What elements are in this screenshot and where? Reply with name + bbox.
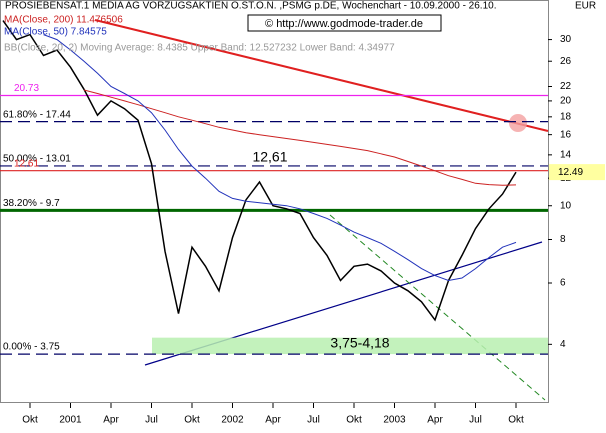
last-price-box: [549, 164, 605, 181]
y-tick-label: 18: [560, 111, 572, 122]
x-tick-label: 2002: [221, 415, 244, 426]
y-tick-label: 20: [560, 96, 572, 107]
callout: 12,61: [252, 148, 287, 164]
level-label: 50.00% - 13.01: [3, 154, 71, 165]
downtrend-line: [94, 19, 549, 132]
copyright-box: [247, 14, 442, 32]
y-tick-label: 4: [560, 339, 566, 350]
x-tick-label: Apr: [103, 415, 119, 426]
y-tick-label: 10: [560, 200, 572, 211]
copyright: © http://www.godmode-trader.de: [265, 18, 423, 30]
x-tick-label: Okt: [346, 415, 362, 426]
moving-average: [83, 89, 517, 186]
x-tick-label: Apr: [265, 415, 281, 426]
indicator-note: BB(Close, 20, 2) Moving Average: 8.4385 …: [4, 43, 395, 54]
level-label: 0.00% - 3.75: [3, 342, 60, 353]
x-tick-label: Okt: [22, 415, 38, 426]
level-label: 20.73: [14, 83, 39, 94]
plot-frame: [0, 0, 549, 403]
marker: [509, 114, 527, 132]
moving-average: [43, 34, 517, 282]
price-line: [2, 20, 517, 322]
legend-entry: MA(Close, 200) 11.476506: [4, 15, 123, 26]
x-tick-label: 2003: [383, 415, 406, 426]
y-tick-label: 30: [560, 34, 572, 45]
x-tick-label: Okt: [184, 415, 200, 426]
level-label: 61.80% - 17.44: [3, 109, 71, 120]
title: PROSIEBENSAT.1 MEDIA AG VORZUGSAKTIEN O.…: [5, 1, 496, 12]
legend-entry: MA(Close, 50) 7.84575: [4, 27, 107, 38]
x-tick-label: Jul: [307, 415, 320, 426]
y-tick-label: 22: [560, 81, 572, 92]
x-tick-label: Apr: [427, 415, 443, 426]
trend-line: [329, 214, 546, 401]
zone-label: 3,75-4,18: [330, 334, 389, 350]
x-tick-label: Jul: [469, 415, 482, 426]
x-tick-label: 2001: [59, 415, 82, 426]
y-tick-label: 14: [560, 149, 572, 160]
y-tick-label: 26: [560, 56, 572, 67]
last-price-label: 12.49: [558, 167, 583, 178]
x-tick-label: Okt: [508, 415, 524, 426]
y-tick-label: 16: [560, 129, 572, 140]
x-tick-label: Jul: [145, 415, 158, 426]
currency: EUR: [575, 1, 596, 12]
level-label: 38.20% - 9.7: [3, 198, 60, 209]
y-tick-label: 6: [560, 278, 566, 289]
y-tick-label: 8: [560, 234, 566, 245]
level-label: 12.61: [14, 158, 39, 169]
support-zone: [152, 337, 548, 355]
